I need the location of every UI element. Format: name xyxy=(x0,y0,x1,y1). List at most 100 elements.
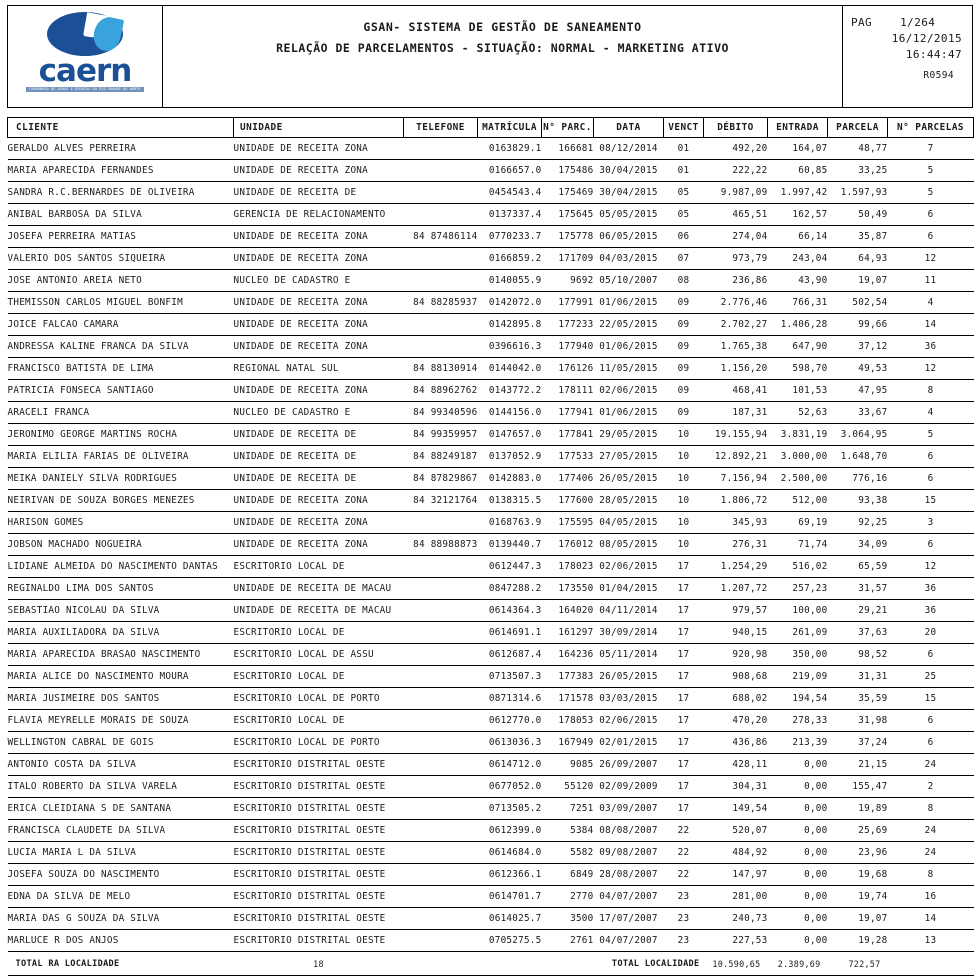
cell-debito: 9.987,09 xyxy=(703,181,768,204)
cell-unidade: UNIDADE DE RECEITA DE xyxy=(233,423,404,446)
cell-tel xyxy=(403,841,478,864)
cell-venct: 06 xyxy=(663,225,704,248)
table-row: ANTONIO COSTA DA SILVA ESCRITORIO DISTRIT… xyxy=(7,753,974,776)
cell-tel xyxy=(403,819,478,842)
cell-cliente: MARIA JUSIMEIRE DOS SANTOS xyxy=(7,687,234,710)
cell-nparcelas: 6 xyxy=(887,467,974,490)
report-subtitle: RELAÇÃO DE PARCELAMENTOS - SITUAÇÃO: NOR… xyxy=(276,41,729,55)
cell-nparc: 164236 xyxy=(541,643,594,666)
cell-mat: 0144042.0 xyxy=(477,357,542,380)
cell-nparcelas: 15 xyxy=(887,489,974,512)
cell-nparc: 7251 xyxy=(541,797,594,820)
cell-debito: 276,31 xyxy=(703,533,768,556)
cell-cliente: ANTONIO COSTA DA SILVA xyxy=(7,753,234,776)
cell-tel xyxy=(403,599,478,622)
cell-mat: 0614712.0 xyxy=(477,753,542,776)
cell-unidade: ESCRITORIO DISTRITAL OESTE xyxy=(233,929,404,952)
table-row: JOSEFA SOUZA DO NASCIMENTO ESCRITORIO DIS… xyxy=(7,863,974,886)
cell-cliente: MARIA ELILIA FARIAS DE OLIVEIRA xyxy=(7,445,234,468)
cell-venct: 09 xyxy=(663,379,704,402)
cell-debito: 920,98 xyxy=(703,643,768,666)
cell-parcela: 47,95 xyxy=(827,379,888,402)
cell-unidade: ESCRITORIO LOCAL DE xyxy=(233,665,404,688)
cell-nparcelas: 8 xyxy=(887,379,974,402)
cell-data: 05/05/2015 xyxy=(593,203,664,226)
cell-tel: 84 87486114 xyxy=(403,225,478,248)
cell-debito: 19.155,94 xyxy=(703,423,768,446)
column-header-n-parc: N° PARC. xyxy=(541,117,594,138)
cell-unidade: UNIDADE DE RECEITA ZONA xyxy=(233,137,404,160)
cell-debito: 187,31 xyxy=(703,401,768,424)
cell-nparcelas: 2 xyxy=(887,775,974,798)
cell-mat: 0137052.9 xyxy=(477,445,542,468)
cell-tel xyxy=(403,665,478,688)
cell-nparcelas: 5 xyxy=(887,181,974,204)
cell-venct: 09 xyxy=(663,357,704,380)
cell-debito: 1.765,38 xyxy=(703,335,768,358)
cell-mat: 0168763.9 xyxy=(477,511,542,534)
cell-parcela: 21,15 xyxy=(827,753,888,776)
table-head: CLIENTE UNIDADE TELEFONE MATRÍCULA N° PA… xyxy=(7,117,974,138)
cell-cliente: JOSEFA PERREIRA MATIAS xyxy=(7,225,234,248)
cell-parcela: 19,89 xyxy=(827,797,888,820)
cell-nparcelas: 6 xyxy=(887,445,974,468)
cell-entrada: 194,54 xyxy=(767,687,828,710)
cell-cliente: JOBSON MACHADO NOGUEIRA xyxy=(7,533,234,556)
cell-parcela: 19,74 xyxy=(827,885,888,908)
cell-debito: 436,86 xyxy=(703,731,768,754)
cell-nparc: 3500 xyxy=(541,907,594,930)
cell-debito: 1.207,72 xyxy=(703,577,768,600)
cell-tel: 84 87829867 xyxy=(403,467,478,490)
cell-entrada: 766,31 xyxy=(767,291,828,314)
cell-data: 01/06/2015 xyxy=(593,291,664,314)
cell-venct: 07 xyxy=(663,247,704,270)
cell-entrada: 3.000,00 xyxy=(767,445,828,468)
cell-mat: 0612447.3 xyxy=(477,555,542,578)
cell-unidade: ESCRITORIO LOCAL DE ASSU xyxy=(233,643,404,666)
cell-nparc: 177600 xyxy=(541,489,594,512)
cell-parcela: 93,38 xyxy=(827,489,888,512)
table-row: MEIKA DANIELY SILVA RODRIGUES UNIDADE DE … xyxy=(7,467,974,490)
table-row: WELLINGTON CABRAL DE GOIS ESCRITORIO LOCA… xyxy=(7,731,974,754)
table-row: MARIA DAS G SOUZA DA SILVA ESCRITORIO DIS… xyxy=(7,907,974,930)
cell-venct: 09 xyxy=(663,291,704,314)
cell-data: 02/06/2015 xyxy=(593,379,664,402)
cell-unidade: ESCRITORIO DISTRITAL OESTE xyxy=(233,863,404,886)
cell-unidade: ESCRITORIO LOCAL DE xyxy=(233,709,404,732)
cell-cliente: JERONIMO GEORGE MARTINS ROCHA xyxy=(7,423,234,446)
table-row: JOBSON MACHADO NOGUEIRA UNIDADE DE RECEIT… xyxy=(7,533,974,556)
cell-nparc: 177841 xyxy=(541,423,594,446)
cell-cliente: ITALO ROBERTO DA SILVA VARELA xyxy=(7,775,234,798)
table-row: JERONIMO GEORGE MARTINS ROCHA UNIDADE DE … xyxy=(7,423,974,446)
logo-wordmark: caern xyxy=(38,53,133,89)
cell-venct: 10 xyxy=(663,423,704,446)
cell-nparc: 161297 xyxy=(541,621,594,644)
cell-entrada: 69,19 xyxy=(767,511,828,534)
report-system-title: GSAN- SISTEMA DE GESTÃO DE SANEAMENTO xyxy=(363,20,642,34)
cell-unidade: NUCLEO DE CADASTRO E xyxy=(233,401,404,424)
cell-nparc: 178111 xyxy=(541,379,594,402)
cell-entrada: 1.406,28 xyxy=(767,313,828,336)
totals-parcela: 722,57 xyxy=(827,951,888,976)
cell-nparc: 177940 xyxy=(541,335,594,358)
cell-debito: 1.156,20 xyxy=(703,357,768,380)
cell-mat: 0613036.3 xyxy=(477,731,542,754)
cell-mat: 0614025.7 xyxy=(477,907,542,930)
cell-mat: 0137337.4 xyxy=(477,203,542,226)
cell-tel: 84 88285937 xyxy=(403,291,478,314)
cell-cliente: ANDRESSA KALINE FRANCA DA SILVA xyxy=(7,335,234,358)
cell-entrada: 512,00 xyxy=(767,489,828,512)
cell-cliente: NEIRIVAN DE SOUZA BORGES MENEZES xyxy=(7,489,234,512)
cell-venct: 09 xyxy=(663,313,704,336)
cell-debito: 1.806,72 xyxy=(703,489,768,512)
meta-cell: PAG 1/264 16/12/2015 16:44:47 R0594 xyxy=(842,6,972,107)
cell-venct: 22 xyxy=(663,863,704,886)
cell-nparc: 2770 xyxy=(541,885,594,908)
table-row: ITALO ROBERTO DA SILVA VARELA ESCRITORIO … xyxy=(7,775,974,798)
cell-entrada: 243,04 xyxy=(767,247,828,270)
cell-mat: 0142895.8 xyxy=(477,313,542,336)
totals-left-label: TOTAL RA LOCALIDADE xyxy=(7,951,234,976)
table-row: MARIA APARECIDA BRASAO NASCIMENTO ESCRITO… xyxy=(7,643,974,666)
cell-parcela: 31,31 xyxy=(827,665,888,688)
